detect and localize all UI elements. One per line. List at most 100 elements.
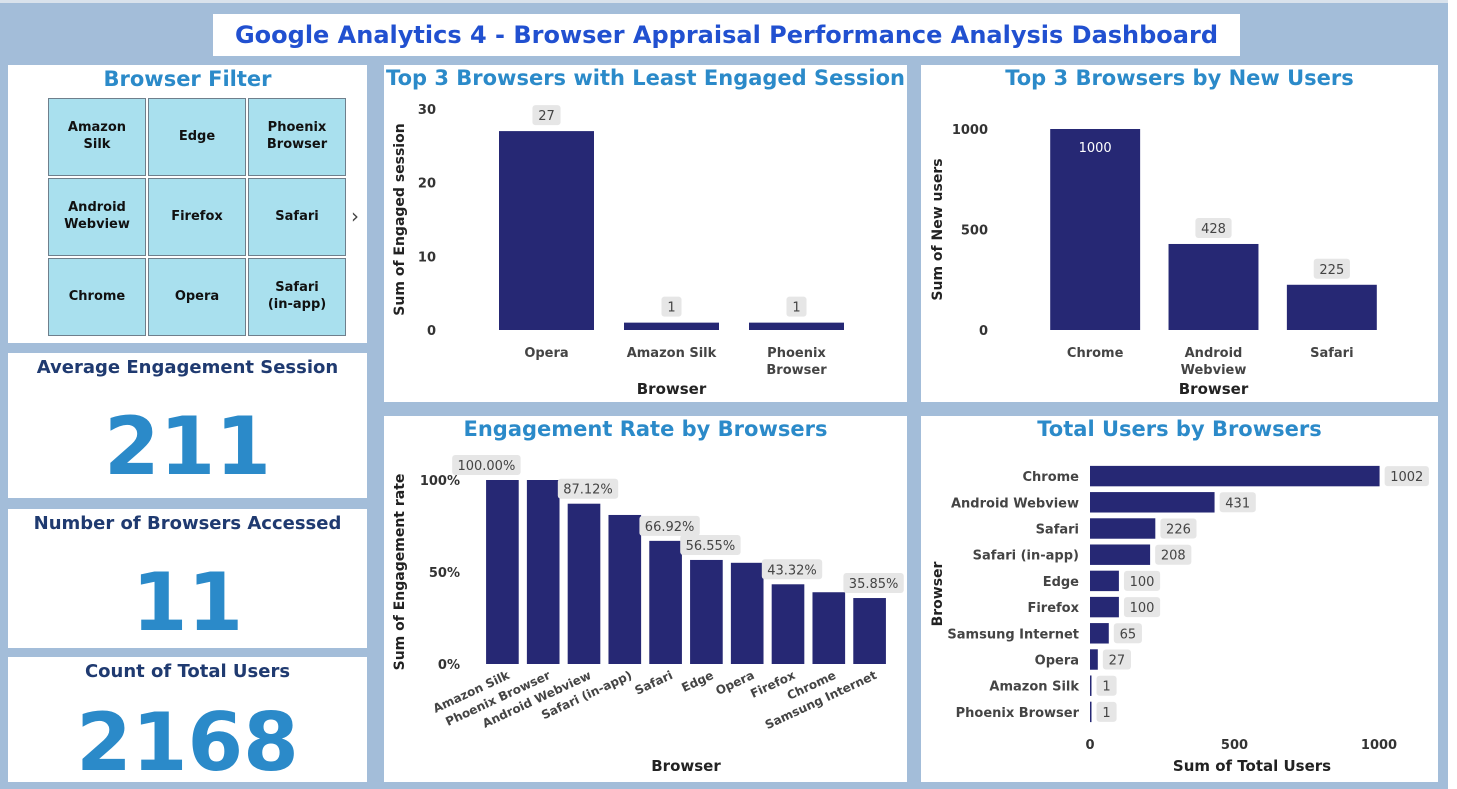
data-label: 56.55% <box>686 539 736 554</box>
data-label-bg <box>1096 675 1117 696</box>
least-engaged-panel: Top 3 Browsers with Least Engaged Sessio… <box>384 65 907 402</box>
x-axis-label: Browser <box>637 380 707 398</box>
browsers-accessed-label: Number of Browsers Accessed <box>33 513 342 534</box>
x-tick-label: Safari <box>1310 346 1353 361</box>
bar <box>1168 243 1259 330</box>
browser-filter-panel: Browser Filter Amazon Silk Edge Phoenix Brow… <box>8 65 367 343</box>
bar <box>1090 570 1119 592</box>
y-axis-label: Sum of Engaged session <box>392 123 408 315</box>
data-label-bg <box>1096 701 1117 722</box>
data-label: 1 <box>667 301 675 316</box>
y-tick-label: Phoenix Browser <box>956 706 1080 721</box>
filter-tile[interactable]: Edge <box>148 98 246 176</box>
data-label: 225 <box>1319 263 1344 278</box>
data-label: 65 <box>1120 627 1137 642</box>
avg-engagement-value: 211 <box>104 400 271 493</box>
data-label-bg <box>1313 258 1350 279</box>
filter-tile[interactable]: Safari (in-app) <box>248 258 346 336</box>
x-tick-label: Amazon Silk <box>627 346 717 361</box>
bar <box>1286 284 1377 330</box>
data-label: 87.12% <box>563 483 613 498</box>
y-axis-label: Sum of New users <box>930 158 946 300</box>
total-users-label: Count of Total Users <box>84 661 291 682</box>
browsers-accessed-value: 11 <box>131 556 244 649</box>
bar <box>1090 649 1098 670</box>
engagement-rate-panel: Engagement Rate by Browsers 0% 50% 100% 100… <box>384 416 907 782</box>
y-tick-label: Opera <box>1035 654 1079 669</box>
filter-tile[interactable]: Chrome <box>48 258 146 336</box>
y-axis-label: Browser <box>930 561 946 626</box>
x-tick-label: Edge <box>679 668 715 695</box>
x-axis-label: Browser <box>1179 380 1249 398</box>
y-tick-label: 0 <box>427 324 436 339</box>
data-label: 35.85% <box>849 577 899 592</box>
total-users-chart: Chrome 1002 Android Webview 431 Safari 226 Saf… <box>930 465 1429 775</box>
data-label: 1002 <box>1390 470 1423 485</box>
x-tick-label: 500 <box>1221 738 1248 753</box>
y-tick-label: 50% <box>429 566 460 581</box>
new-users-panel: Top 3 Browsers by New Users 0 500 1000 1000… <box>921 65 1438 402</box>
filter-tile[interactable]: Firefox <box>148 178 246 256</box>
bar <box>624 322 719 330</box>
bar <box>486 480 519 664</box>
data-label: 431 <box>1225 496 1250 511</box>
y-tick-label: 500 <box>961 224 988 239</box>
data-label-bg <box>1219 492 1256 513</box>
filter-tile[interactable]: Amazon Silk <box>48 98 146 176</box>
total-users-panel: Total Users by Browsers Chrome 1002 Androi… <box>921 416 1438 782</box>
filter-tile[interactable]: Phoenix Browser <box>248 98 346 176</box>
y-tick-label: 100% <box>420 474 460 489</box>
bar <box>608 514 642 664</box>
y-tick-label: 10 <box>418 250 436 265</box>
data-label: 208 <box>1161 549 1186 564</box>
filter-tile[interactable]: Opera <box>148 258 246 336</box>
x-axis-label: Browser <box>651 757 721 775</box>
bar <box>730 562 764 664</box>
bar <box>1090 675 1092 696</box>
bar <box>1090 623 1109 644</box>
data-label-bg <box>1102 649 1131 670</box>
data-label-bg <box>680 534 741 555</box>
y-tick-label: 20 <box>418 177 436 192</box>
avg-engagement-card: Average Engagement Session 211 <box>8 353 367 498</box>
y-tick-label: Edge <box>1043 575 1079 590</box>
x-tick-label: Chrome <box>1067 346 1124 361</box>
bar <box>499 131 594 330</box>
browser-filter-grid: Amazon Silk Edge Phoenix Browser Android Webvi… <box>48 98 346 336</box>
data-label-bg <box>1113 623 1142 644</box>
data-label: 66.92% <box>645 520 695 535</box>
data-label-bg <box>452 455 521 475</box>
data-label-bg <box>843 573 904 594</box>
y-tick-label: Samsung Internet <box>947 627 1079 642</box>
dashboard-title: Google Analytics 4 - Browser Appraisal P… <box>234 21 1219 49</box>
y-tick-label: 0% <box>438 658 460 673</box>
y-tick-label: 30 <box>418 103 436 118</box>
x-tick-label: Android Webview <box>1181 346 1247 378</box>
y-tick-label: 0 <box>979 324 988 339</box>
bar <box>1090 492 1215 513</box>
data-label-bg <box>1123 597 1161 618</box>
data-label: 1 <box>792 301 800 316</box>
data-label-bg <box>1160 518 1197 539</box>
data-label-bg <box>661 296 682 317</box>
filter-tile[interactable]: Android Webview <box>48 178 146 256</box>
filter-tile[interactable]: Safari <box>248 178 346 256</box>
data-label-bg <box>1123 570 1161 591</box>
bar <box>1090 465 1380 487</box>
chevron-right-icon[interactable]: › <box>351 204 359 228</box>
y-tick-label: Chrome <box>1022 470 1079 485</box>
y-tick-label: 1000 <box>952 123 988 138</box>
browser-filter-title: Browser Filter <box>103 67 272 91</box>
bar <box>526 480 560 664</box>
least-engaged-title: Top 3 Browsers with Least Engaged Sessio… <box>386 66 905 90</box>
engagement-rate-title: Engagement Rate by Browsers <box>463 417 828 441</box>
bar <box>1050 129 1141 330</box>
x-tick-label: 0 <box>1085 738 1094 753</box>
least-engaged-chart: 0 10 20 30 27 Opera 1 Amazon Silk 1 Phoenix Browse… <box>392 103 844 398</box>
bar <box>1090 544 1151 565</box>
bar <box>812 592 846 664</box>
bar <box>567 503 601 664</box>
total-users-card: Count of Total Users 2168 <box>8 657 367 785</box>
bar <box>749 322 844 330</box>
